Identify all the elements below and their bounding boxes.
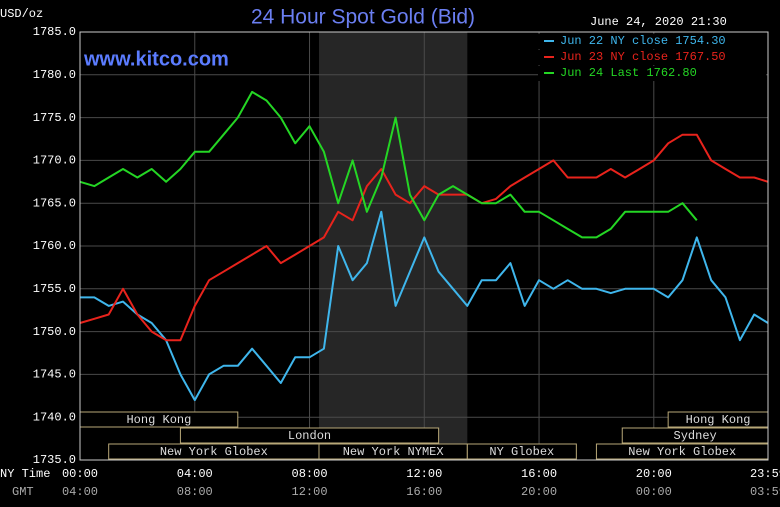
x-tick-label: 12:00 (406, 467, 442, 481)
legend-box (538, 34, 766, 49)
x2-tick-label: 04:00 (62, 485, 98, 499)
x-tick-label: 00:00 (62, 467, 98, 481)
session-label: New York NYMEX (343, 445, 444, 459)
y-tick-label: 1750.0 (33, 325, 76, 339)
timestamp: June 24, 2020 21:30 (590, 15, 727, 29)
x-tick-label: 16:00 (521, 467, 557, 481)
session-label: New York Globex (628, 445, 736, 459)
y-tick-label: 1740.0 (33, 410, 76, 424)
session-box (466, 443, 577, 460)
session-label: New York Globex (160, 445, 268, 459)
y-axis-label: USD/oz (0, 7, 43, 21)
y-tick-label: 1780.0 (33, 68, 76, 82)
series-line (79, 90, 698, 239)
y-tick-label: 1745.0 (33, 368, 76, 382)
x-tick-label: 23:59 (750, 467, 780, 481)
x2-tick-label: 20:00 (521, 485, 557, 499)
y-tick-label: 1755.0 (33, 282, 76, 296)
series-line (79, 133, 769, 342)
chart-title: 24 Hour Spot Gold (Bid) (251, 6, 475, 29)
session-label: NY Globex (489, 445, 554, 459)
x2-tick-label: 03:59 (750, 485, 780, 499)
session-box (179, 427, 440, 444)
legend-label: Jun 24 Last 1762.80 (560, 66, 697, 80)
watermark: www.kitco.com (83, 48, 229, 70)
x2-tick-label: 16:00 (406, 485, 442, 499)
legend-label: Jun 23 NY close 1767.50 (560, 50, 726, 64)
legend-box (538, 50, 766, 65)
x-tick-label: 08:00 (292, 467, 328, 481)
x2-tick-label: 08:00 (177, 485, 213, 499)
x-axis-label: NY Time (0, 467, 50, 481)
plot-frame (79, 31, 769, 461)
x2-axis-label: GMT (12, 485, 34, 499)
y-tick-label: 1785.0 (33, 25, 76, 39)
y-tick-label: 1775.0 (33, 111, 76, 125)
legend-box (538, 66, 766, 81)
y-tick-label: 1735.0 (33, 453, 76, 467)
session-label: Hong Kong (686, 413, 751, 427)
x2-tick-label: 00:00 (636, 485, 672, 499)
session-label: Sydney (674, 429, 717, 443)
series-line (80, 210, 769, 402)
x-tick-label: 04:00 (177, 467, 213, 481)
y-tick-label: 1765.0 (33, 196, 76, 210)
y-tick-label: 1760.0 (33, 239, 76, 253)
session-label: Hong Kong (126, 413, 191, 427)
x-tick-label: 20:00 (636, 467, 672, 481)
y-tick-label: 1770.0 (33, 154, 76, 168)
legend-label: Jun 22 NY close 1754.30 (560, 34, 726, 48)
x2-tick-label: 12:00 (292, 485, 328, 499)
session-label: London (288, 429, 331, 443)
